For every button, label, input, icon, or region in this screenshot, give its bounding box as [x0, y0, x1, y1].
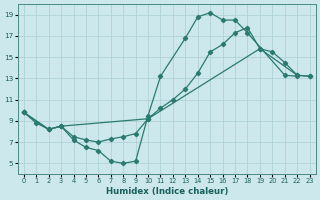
X-axis label: Humidex (Indice chaleur): Humidex (Indice chaleur) [106, 187, 228, 196]
